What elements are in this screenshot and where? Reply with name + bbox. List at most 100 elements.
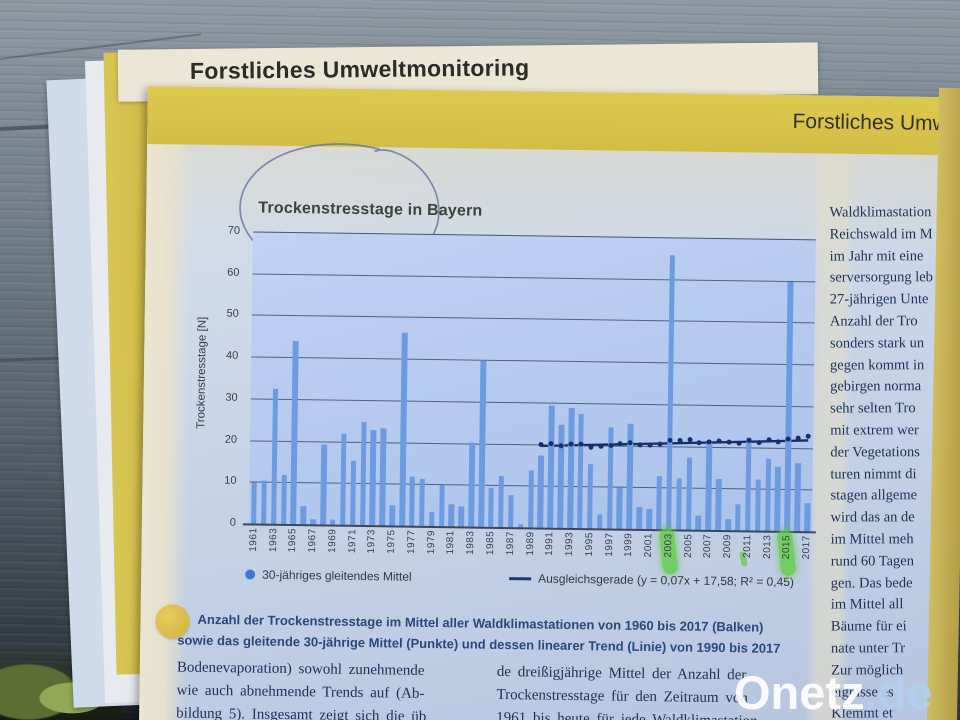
legend-line-icon (509, 576, 532, 580)
bar (616, 487, 623, 530)
bar (527, 469, 534, 529)
bar (428, 512, 435, 528)
bar (715, 478, 722, 532)
x-tick-label: 1979 (425, 529, 438, 555)
moving-average-dot (795, 435, 801, 441)
moving-average-dot (548, 441, 554, 447)
bar (507, 494, 514, 529)
bar (280, 474, 287, 525)
front-page: Forstliches Umw Trockenstresstage in Bay… (139, 86, 960, 720)
watermark-suffix: .de (864, 666, 933, 719)
bar (646, 509, 652, 531)
bar (734, 504, 741, 532)
watermark-text: Onetz (734, 666, 865, 719)
x-tick-label: 1987 (504, 531, 517, 556)
x-tick-label: 1981 (445, 530, 457, 555)
bar (448, 504, 455, 528)
x-tick-label: 2013 (761, 534, 773, 560)
watermark: Onetz.de (734, 665, 932, 720)
x-tick-label: 1999 (623, 532, 635, 558)
x-tick-label: 1969 (326, 528, 339, 553)
bar (458, 506, 465, 528)
moving-average-dot (637, 442, 643, 448)
x-tick-label: 1971 (346, 528, 359, 554)
x-tick-label: 1961 (247, 527, 260, 552)
x-tick-label: 2007 (702, 533, 714, 559)
moving-average-dot (578, 441, 584, 447)
back-page-title: Forstliches Umweltmonitoring (189, 54, 530, 84)
bar (438, 485, 445, 528)
moving-average-dot (736, 440, 742, 446)
bar (418, 478, 426, 527)
moving-average-dot (805, 433, 811, 439)
moving-average-dot (608, 442, 614, 448)
y-tick-label: 60 (227, 266, 240, 279)
legend-dot-icon (245, 569, 256, 580)
y-tick-label: 70 (227, 224, 241, 237)
legend-item-trend: Ausgleichsgerade (y = 0,07x + 17,58; R² … (509, 571, 794, 589)
x-tick-label: 2009 (721, 534, 734, 559)
moving-average-dot (696, 439, 703, 445)
moving-average-dot (598, 443, 604, 449)
x-tick-label: 2011 (741, 534, 754, 559)
bar (685, 457, 693, 531)
x-tick-label: 1977 (405, 529, 418, 555)
x-tick-label: 1967 (307, 528, 319, 553)
x-tick-label: 1973 (366, 529, 378, 554)
y-tick-label: 30 (225, 391, 238, 404)
moving-average-dot (746, 437, 752, 444)
legend-item-moving-average: 30-jähriges gleitendes Mittel (245, 567, 412, 584)
plot-area (248, 231, 816, 533)
x-tick-label: 1991 (544, 531, 556, 556)
bar (497, 475, 505, 529)
y-tick-label: 40 (225, 349, 239, 362)
x-tick-label: 2005 (682, 533, 694, 558)
y-tick-label: 0 (229, 516, 236, 529)
bar (260, 480, 268, 525)
y-tick-label: 20 (224, 433, 238, 446)
moving-average-dot (617, 441, 623, 447)
moving-average-dot (756, 439, 762, 445)
moving-average-dot (785, 436, 791, 442)
moving-average-dot (726, 439, 732, 445)
bar (636, 506, 643, 530)
bar (695, 516, 702, 531)
bar (655, 475, 663, 531)
y-tick-label: 10 (224, 474, 237, 488)
bar (409, 476, 416, 527)
moving-average-dot (588, 444, 594, 451)
x-tick-label: 1983 (465, 530, 477, 555)
figure-caption: Anzahl der Trockenstresstage im Mittel a… (177, 609, 808, 660)
front-page-title: Forstliches Umw (792, 110, 948, 136)
bar (389, 505, 396, 527)
x-tick-label: 1993 (563, 531, 576, 557)
bar (349, 461, 357, 526)
x-tick-label: 2003 (662, 533, 675, 558)
moving-average-dot (706, 439, 712, 445)
bar (251, 482, 258, 525)
x-tick-label: 1989 (524, 531, 536, 556)
bar (320, 444, 327, 526)
moving-average-dot (627, 440, 633, 446)
bar (300, 506, 307, 526)
y-tick-label: 50 (226, 308, 239, 321)
moving-average-dot (538, 441, 544, 447)
bar (725, 518, 731, 532)
bar (754, 479, 761, 532)
bar (794, 463, 801, 533)
moving-average-dot (766, 437, 772, 443)
bar (774, 467, 781, 532)
x-tick-label: 2015 (781, 534, 793, 560)
moving-average-dot (558, 442, 564, 448)
x-tick-label: 1975 (386, 529, 398, 554)
moving-average-dot (716, 438, 722, 444)
x-tick-label: 1997 (603, 532, 615, 557)
moving-average-dot (687, 437, 693, 443)
bar (804, 503, 811, 533)
chart-title: Trockenstresstage in Bayern (258, 199, 483, 220)
bar (537, 455, 545, 529)
moving-average-dot (677, 437, 683, 443)
bar (596, 514, 603, 530)
x-tick-label: 1995 (583, 532, 596, 557)
